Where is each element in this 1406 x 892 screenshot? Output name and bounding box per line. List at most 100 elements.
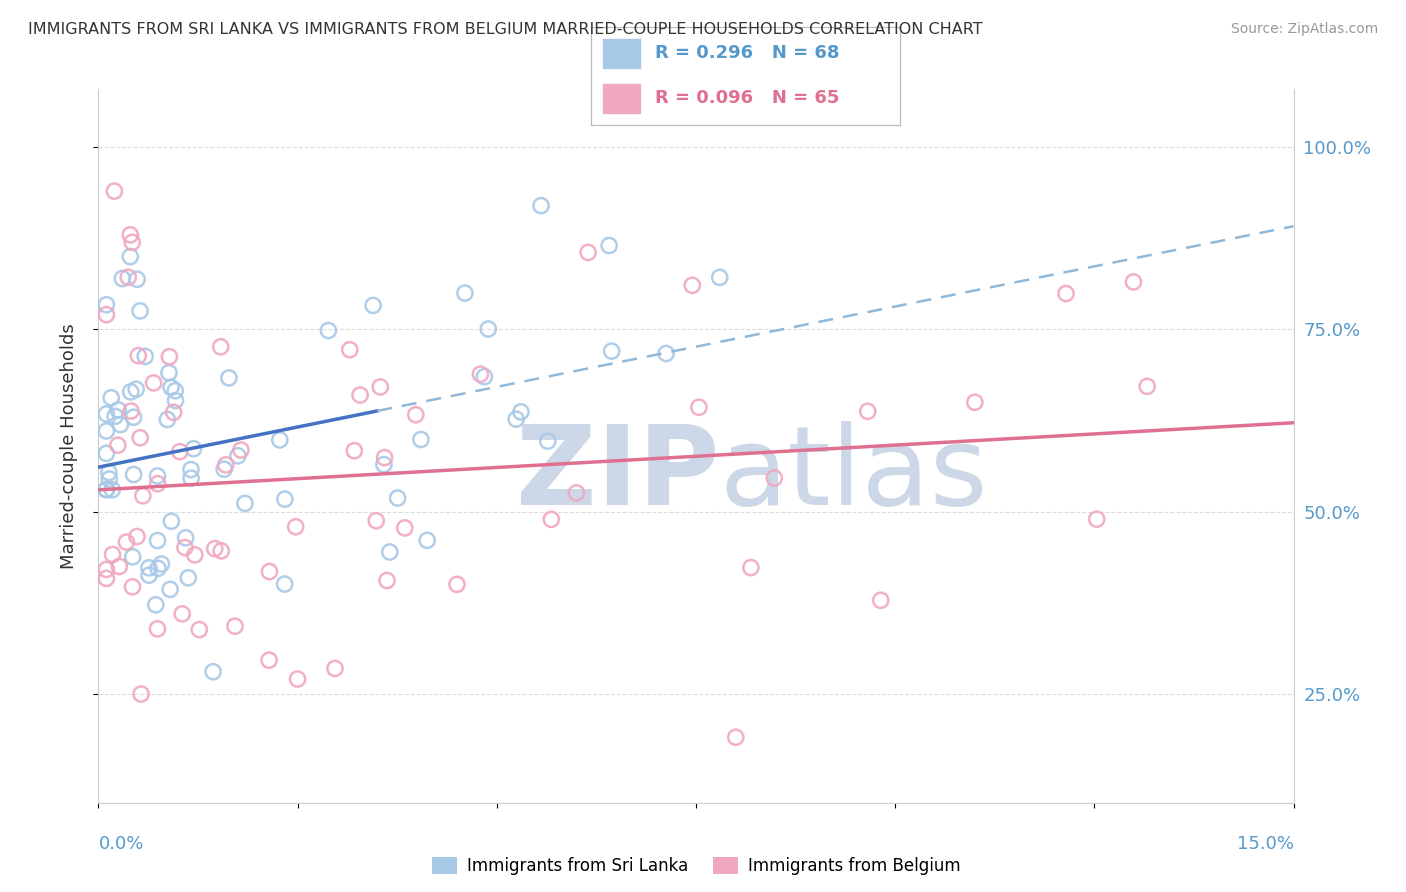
Point xyxy=(530,199,553,213)
Point xyxy=(96,571,118,585)
Point xyxy=(120,404,142,418)
Point xyxy=(287,672,309,686)
Point xyxy=(405,408,427,422)
Point xyxy=(709,270,731,285)
Point xyxy=(454,286,477,301)
Point xyxy=(107,403,129,417)
Point xyxy=(165,393,187,408)
Legend: Immigrants from Sri Lanka, Immigrants from Belgium: Immigrants from Sri Lanka, Immigrants fr… xyxy=(425,850,967,882)
Point xyxy=(373,458,395,472)
Point xyxy=(180,462,202,476)
Point xyxy=(598,238,620,252)
Point xyxy=(856,404,879,418)
Point xyxy=(269,433,291,447)
Point xyxy=(159,582,181,597)
Y-axis label: Married-couple Households: Married-couple Households xyxy=(59,323,77,569)
Point xyxy=(184,548,207,562)
Point xyxy=(202,665,225,679)
Point xyxy=(101,548,124,562)
Point xyxy=(160,514,183,528)
Point xyxy=(318,324,340,338)
Point xyxy=(165,384,187,398)
Point xyxy=(339,343,361,357)
Point xyxy=(233,496,256,510)
Point xyxy=(96,424,118,438)
Point xyxy=(96,446,118,460)
Point xyxy=(134,350,156,364)
Point xyxy=(127,349,149,363)
Point xyxy=(470,367,492,381)
Point xyxy=(226,449,249,463)
Point xyxy=(157,366,180,380)
Point xyxy=(172,607,194,621)
Point xyxy=(156,412,179,426)
Point xyxy=(97,466,120,480)
Point xyxy=(188,623,211,637)
Point xyxy=(180,471,202,485)
Point xyxy=(169,444,191,458)
Point xyxy=(259,565,281,579)
Point xyxy=(963,395,986,409)
Point xyxy=(215,458,238,472)
Point xyxy=(740,560,762,574)
Point xyxy=(361,298,384,312)
Point xyxy=(257,653,280,667)
Point xyxy=(378,545,401,559)
Point xyxy=(655,346,678,360)
Point xyxy=(122,467,145,482)
Point xyxy=(146,561,169,575)
Point xyxy=(477,322,499,336)
Point xyxy=(229,443,252,458)
Point xyxy=(368,380,391,394)
Point xyxy=(117,270,139,285)
Point xyxy=(174,541,197,555)
Point xyxy=(162,405,184,419)
Point xyxy=(209,340,232,354)
Point xyxy=(98,472,121,486)
Point xyxy=(120,250,142,264)
Point xyxy=(212,462,235,476)
Point xyxy=(374,450,396,465)
FancyBboxPatch shape xyxy=(603,38,640,68)
Point xyxy=(183,442,205,456)
Text: ZIP: ZIP xyxy=(516,421,720,528)
Point xyxy=(121,235,143,250)
Point xyxy=(209,544,232,558)
Point xyxy=(724,731,747,745)
Point xyxy=(121,580,143,594)
Point xyxy=(177,571,200,585)
Point xyxy=(343,443,366,458)
Point xyxy=(273,577,295,591)
Point xyxy=(284,520,307,534)
Point xyxy=(224,619,246,633)
Point xyxy=(100,391,122,405)
Point xyxy=(110,417,132,432)
Point xyxy=(159,350,181,364)
Point xyxy=(681,278,703,293)
Point xyxy=(96,483,118,497)
Point xyxy=(115,535,138,549)
Text: atlas: atlas xyxy=(720,421,988,528)
Point xyxy=(96,308,118,322)
Point xyxy=(160,380,183,394)
Point xyxy=(129,431,152,445)
Point xyxy=(108,559,131,574)
Point xyxy=(366,514,388,528)
Point xyxy=(416,533,439,548)
Point xyxy=(1085,512,1108,526)
Point xyxy=(129,687,152,701)
Point xyxy=(1054,286,1077,301)
Point xyxy=(121,549,143,564)
Point xyxy=(129,304,152,318)
Point xyxy=(107,438,129,452)
Point xyxy=(101,483,124,497)
Point xyxy=(120,384,142,399)
Point xyxy=(96,407,118,421)
Point xyxy=(204,541,226,556)
Point xyxy=(138,561,160,575)
Point xyxy=(104,409,127,424)
Point xyxy=(540,512,562,526)
Point xyxy=(125,382,148,396)
Point xyxy=(111,271,134,285)
Point xyxy=(96,483,118,497)
